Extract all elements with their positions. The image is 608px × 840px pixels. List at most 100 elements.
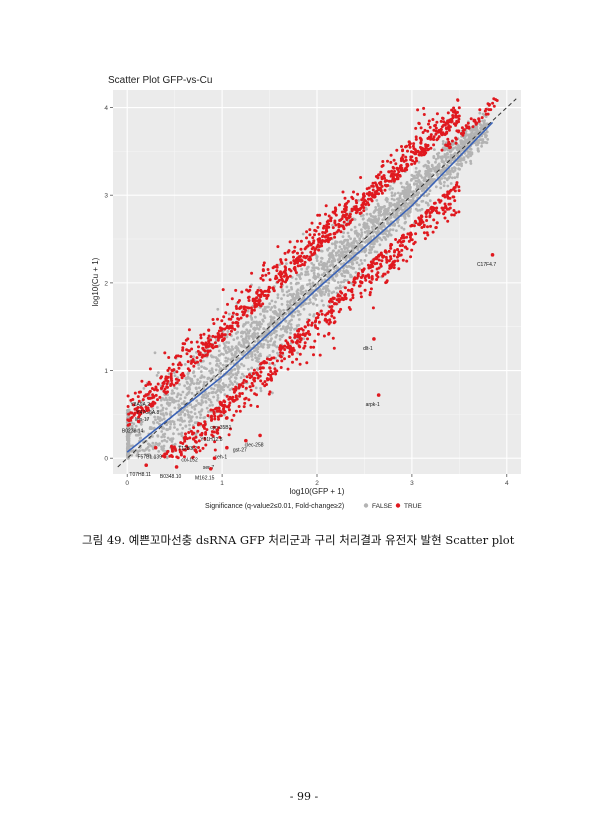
point-false (460, 162, 463, 166)
point-false (162, 414, 166, 417)
point-false (142, 430, 146, 433)
point-true (141, 398, 145, 402)
point-false (150, 411, 154, 414)
point-false (409, 190, 413, 194)
point-true (291, 360, 294, 364)
point-true (263, 380, 267, 384)
point-false (173, 406, 177, 410)
point-false (355, 261, 359, 265)
point-true (203, 354, 207, 358)
point-false (245, 339, 249, 343)
point-false (320, 292, 324, 295)
point-false (268, 302, 272, 306)
point-true (176, 456, 180, 460)
point-false (190, 405, 194, 409)
point-true (392, 158, 396, 162)
point-false (182, 408, 186, 411)
point-false (296, 351, 299, 355)
point-false (406, 185, 410, 188)
point-false (256, 367, 259, 370)
point-false (374, 208, 378, 212)
point-true (242, 405, 246, 409)
point-false (308, 278, 311, 282)
point-true (355, 210, 359, 214)
point-true (369, 287, 373, 291)
point-false (273, 319, 276, 323)
point-true (381, 160, 385, 163)
point-true (383, 249, 387, 253)
point-false (286, 294, 290, 297)
point-true (325, 312, 329, 316)
point-true (385, 260, 389, 264)
point-false (194, 433, 198, 437)
point-true (491, 101, 495, 105)
point-true (314, 325, 318, 329)
point-true (389, 174, 393, 178)
point-false (323, 293, 326, 296)
point-true (466, 121, 470, 125)
point-false (197, 386, 201, 390)
point-true (223, 333, 227, 337)
point-true (434, 123, 437, 127)
point-false (375, 230, 378, 234)
point-false (247, 342, 251, 345)
point-true (308, 258, 312, 262)
point-true (156, 398, 159, 402)
point-true (337, 297, 341, 301)
point-false (202, 359, 205, 363)
point-true (287, 249, 291, 253)
point-false (144, 453, 147, 456)
point-false (266, 340, 270, 343)
point-true (255, 304, 258, 308)
point-false (357, 199, 361, 202)
point-false (160, 435, 164, 439)
point-true (296, 261, 299, 265)
point-true (290, 352, 294, 356)
point-true (173, 447, 177, 451)
point-true (263, 289, 267, 293)
point-false (323, 272, 326, 276)
point-true (413, 219, 417, 223)
point-true (477, 117, 481, 121)
point-true (144, 384, 148, 388)
point-true (128, 422, 132, 426)
point-true (358, 284, 362, 288)
point-false (480, 144, 483, 148)
point-false (363, 249, 366, 253)
point-true (296, 264, 300, 268)
point-false (241, 324, 245, 328)
point-false (281, 333, 285, 337)
point-true (405, 144, 409, 148)
point-false (297, 295, 301, 299)
point-false (415, 173, 419, 177)
point-true (326, 240, 330, 244)
point-false (165, 428, 169, 431)
point-true (318, 222, 322, 225)
point-false (446, 184, 450, 188)
point-true (316, 332, 320, 336)
point-true (138, 413, 142, 417)
annotated-point (376, 393, 381, 397)
point-false (200, 395, 204, 399)
point-false (442, 184, 446, 188)
point-false (272, 331, 276, 334)
point-true (148, 382, 152, 386)
point-true (392, 266, 396, 270)
point-true (298, 340, 302, 344)
point-false (285, 330, 289, 334)
point-true (364, 203, 368, 206)
point-false (175, 395, 179, 399)
point-false (250, 366, 254, 370)
point-true (232, 413, 236, 417)
point-true (435, 112, 439, 116)
point-false (372, 224, 376, 228)
point-false (181, 410, 185, 414)
point-false (275, 345, 279, 349)
point-false (161, 397, 165, 400)
point-false (331, 223, 334, 227)
point-true (442, 212, 446, 216)
point-true (392, 254, 396, 258)
point-false (179, 413, 183, 416)
point-false (265, 305, 269, 309)
point-false (247, 367, 250, 371)
